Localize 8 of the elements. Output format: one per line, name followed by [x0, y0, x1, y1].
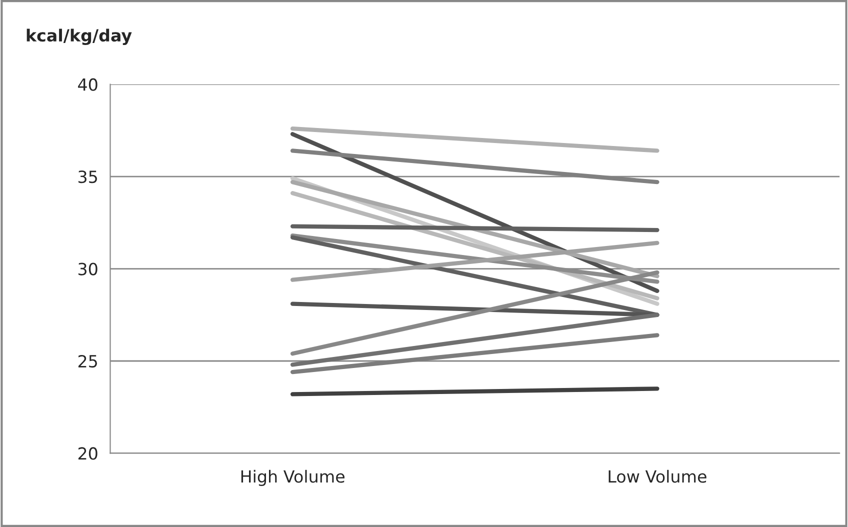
y-tick-label: 35 [78, 170, 97, 184]
y-tick-label: 40 [78, 78, 98, 91]
x-tick-label: High Volume [241, 470, 344, 486]
y-tick-label: 25 [78, 354, 97, 368]
y-tick-label: 30 [78, 262, 98, 276]
y-axis-title: kcal/kg/day [26, 28, 132, 46]
y-tick-label: 20 [78, 447, 98, 460]
x-tick-label: Low Volume [608, 470, 706, 483]
